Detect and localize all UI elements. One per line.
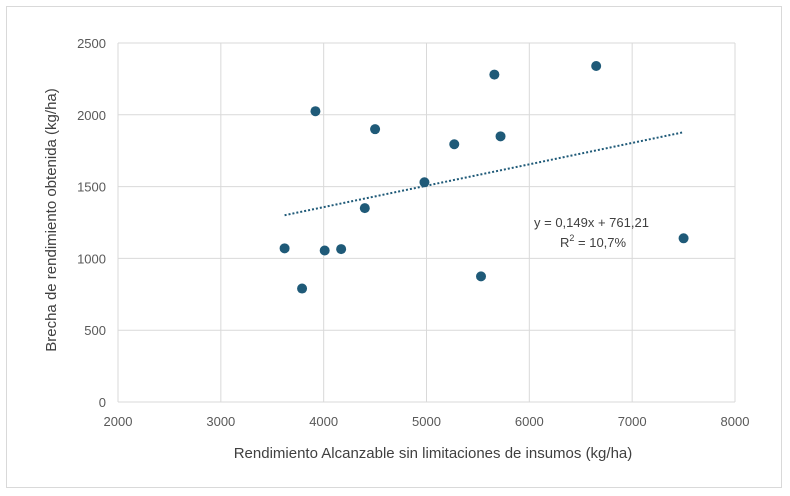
x-tick-label: 3000 — [206, 414, 235, 429]
y-tick-label: 2500 — [77, 36, 106, 51]
data-point — [319, 245, 330, 256]
r2-prefix: R — [560, 235, 569, 250]
data-point — [591, 60, 602, 71]
grid-layer — [117, 42, 736, 403]
data-point — [310, 106, 321, 117]
y-tick-label: 1000 — [77, 251, 106, 266]
data-point — [489, 69, 500, 80]
chart-frame: 2000 3000 4000 5000 6000 7000 8000 0 500 1000 1500… — [6, 6, 782, 488]
x-tick-label: 2000 — [104, 414, 133, 429]
y-tick-label: 500 — [84, 323, 106, 338]
y-tick-label: 0 — [99, 395, 106, 410]
data-point — [336, 244, 347, 255]
x-tick-label: 8000 — [721, 414, 750, 429]
x-axis-title: Rendimiento Alcanzable sin limitaciones … — [234, 445, 633, 462]
data-point — [678, 233, 689, 244]
data-point — [476, 271, 487, 282]
scatter-chart: 2000 3000 4000 5000 6000 7000 8000 0 500 1000 1500… — [43, 36, 749, 462]
data-point — [370, 124, 381, 135]
x-tick-label: 4000 — [309, 414, 338, 429]
trendline-layer — [284, 131, 684, 217]
data-points — [279, 60, 689, 294]
trendline — [284, 131, 684, 217]
data-point — [449, 139, 460, 150]
trendline-r-squared: R2 = 10,7% — [560, 233, 627, 250]
r2-superscript: 2 — [569, 233, 574, 243]
x-tick-label: 6000 — [515, 414, 544, 429]
data-point — [297, 283, 308, 294]
data-point — [359, 203, 370, 214]
data-point — [495, 131, 506, 142]
tick-labels: 2000 3000 4000 5000 6000 7000 8000 0 500 1000 1500… — [77, 36, 749, 429]
data-point — [279, 243, 290, 254]
x-tick-label: 5000 — [412, 414, 441, 429]
y-axis-title: Brecha de rendimiento obtenida (kg/ha) — [43, 88, 60, 352]
trendline-equation: y = 0,149x + 761,21 — [534, 215, 649, 230]
x-tick-label: 7000 — [618, 414, 647, 429]
y-tick-label: 1500 — [77, 180, 106, 195]
r2-value: = 10,7% — [574, 235, 626, 250]
data-point — [419, 177, 430, 188]
y-tick-label: 2000 — [77, 108, 106, 123]
